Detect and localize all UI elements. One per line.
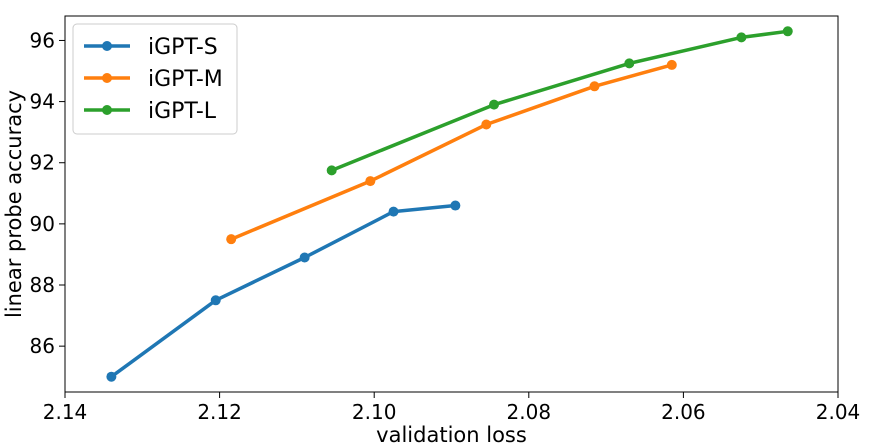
y-tick-label: 96 (30, 28, 55, 52)
series-line-igpt-l (329, 29, 790, 173)
legend-label-igpt-l: iGPT-L (148, 99, 217, 124)
y-axis-ticks: 86 88 90 92 94 96 (30, 28, 65, 358)
data-point-igpt-s (210, 295, 221, 306)
data-point-igpt-l (736, 32, 747, 43)
data-point-igpt-s (106, 371, 117, 382)
legend-marker-igpt-m (102, 73, 112, 83)
x-tick-label: 2.14 (43, 400, 88, 424)
data-point-igpt-s (299, 252, 310, 263)
x-tick-label: 2.10 (352, 400, 397, 424)
axes-frame (64, 15, 839, 393)
series-line-igpt-m (229, 63, 674, 241)
data-point-igpt-m (666, 59, 677, 70)
series-line-igpt-s (109, 203, 458, 379)
x-axis-ticks: 2.14 2.12 2.10 2.08 2.06 2.04 (43, 392, 861, 424)
data-point-igpt-s (388, 206, 399, 217)
data-point-igpt-l (326, 165, 337, 176)
y-tick-label: 88 (30, 273, 55, 297)
data-point-igpt-l (782, 26, 793, 37)
y-tick-label: 92 (30, 151, 55, 175)
data-point-igpt-l (624, 58, 635, 69)
data-point-igpt-l (489, 99, 500, 110)
legend: iGPT-S iGPT-M iGPT-L (72, 23, 238, 135)
legend-box (72, 23, 238, 135)
series-igpt-m (226, 59, 677, 245)
legend-marker-igpt-l (102, 105, 112, 115)
y-tick-label: 94 (30, 90, 55, 114)
legend-label-igpt-s: iGPT-S (148, 35, 218, 60)
y-axis-title: linear probe accuracy (2, 90, 26, 318)
x-tick-label: 2.04 (816, 400, 861, 424)
y-tick-label: 86 (30, 334, 55, 358)
legend-label-igpt-m: iGPT-M (148, 67, 223, 92)
x-axis-title: validation loss (376, 423, 527, 446)
data-point-igpt-s (450, 200, 461, 211)
x-tick-label: 2.06 (661, 400, 706, 424)
legend-item-igpt-s: iGPT-S (84, 35, 218, 60)
data-point-igpt-m (226, 234, 237, 245)
legend-item-igpt-l: iGPT-L (84, 99, 217, 124)
series-igpt-s (106, 200, 461, 382)
y-tick-label: 90 (30, 212, 55, 236)
data-point-igpt-m (481, 119, 492, 130)
legend-marker-igpt-s (102, 41, 112, 51)
series-igpt-l (326, 26, 793, 176)
data-point-igpt-m (589, 81, 600, 92)
plot-area (106, 26, 793, 382)
x-tick-label: 2.12 (197, 400, 242, 424)
x-tick-label: 2.08 (507, 400, 552, 424)
data-point-igpt-m (365, 176, 376, 187)
legend-item-igpt-m: iGPT-M (84, 67, 223, 92)
